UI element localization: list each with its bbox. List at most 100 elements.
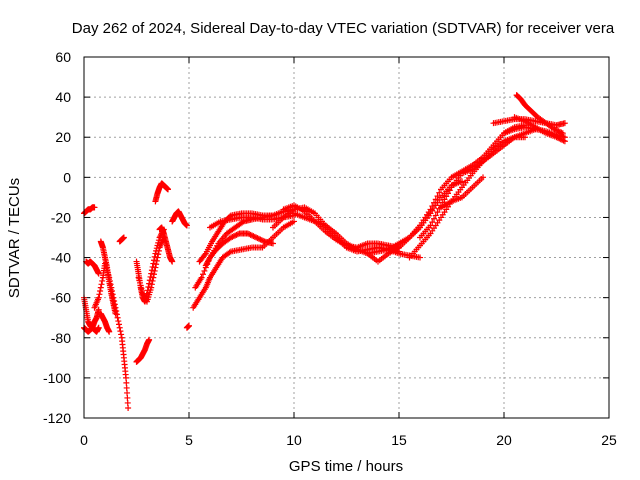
data-point-marker <box>147 273 154 280</box>
data-point-marker <box>138 285 145 292</box>
data-point-marker <box>432 196 439 203</box>
data-point-marker <box>431 215 437 222</box>
data-point-marker <box>201 267 208 274</box>
x-tick-label: 15 <box>391 432 407 448</box>
data-point-marker <box>169 258 176 265</box>
data-point-marker <box>443 193 450 200</box>
data-point-marker <box>135 274 142 281</box>
data-point-marker <box>480 174 486 181</box>
data-point-marker <box>114 314 121 321</box>
data-point-marker <box>434 193 441 200</box>
data-point-marker <box>145 283 152 290</box>
data-point-marker <box>97 284 104 291</box>
data-point-marker <box>146 277 153 284</box>
data-point-marker <box>554 127 561 134</box>
data-point-marker <box>445 190 451 197</box>
data-point-marker <box>431 199 437 206</box>
data-point-marker <box>559 130 566 137</box>
data-point-marker <box>106 328 113 335</box>
data-point-marker <box>151 267 158 274</box>
data-point-marker <box>151 253 158 260</box>
data-point-marker <box>149 263 156 270</box>
data-point-marker <box>97 287 104 294</box>
y-tick-label: -100 <box>43 370 71 386</box>
y-tick-label: -20 <box>51 209 71 225</box>
data-point-marker <box>152 250 159 257</box>
data-point-marker <box>186 322 192 329</box>
data-point-marker <box>125 404 132 411</box>
data-point-marker <box>151 257 157 264</box>
data-point-marker <box>95 306 102 313</box>
data-point-marker <box>183 222 190 229</box>
data-point-marker <box>429 203 436 210</box>
data-point-marker <box>427 206 434 213</box>
data-point-marker <box>148 267 155 274</box>
y-tick-label: -40 <box>51 250 71 266</box>
x-tick-label: 5 <box>185 432 193 448</box>
data-point-marker <box>446 187 453 194</box>
data-point-marker <box>120 234 127 241</box>
data-point-marker <box>117 328 124 335</box>
chart-title: Day 262 of 2024, Sidereal Day-to-day VTE… <box>72 20 615 37</box>
data-point-marker <box>98 281 105 288</box>
data-point-marker <box>226 213 233 220</box>
data-point-marker <box>436 189 443 196</box>
data-point-marker <box>432 212 439 219</box>
x-axis-label: GPS time / hours <box>289 458 403 475</box>
grid-lines <box>84 57 609 418</box>
data-point-marker <box>151 271 157 278</box>
x-tick-label: 20 <box>496 432 512 448</box>
data-point-marker <box>116 321 122 328</box>
plot-frame <box>83 56 610 419</box>
data-point-marker <box>96 291 103 298</box>
data-point-marker <box>146 280 153 287</box>
data-point-marker <box>136 277 143 284</box>
data-point-marker <box>434 209 441 216</box>
data-point-marker <box>116 324 123 331</box>
data-point-marker <box>118 331 125 338</box>
data-point-marker <box>124 394 131 401</box>
data-point-marker <box>152 264 159 271</box>
x-tick-labels: 0 5 10 15 20 25 <box>80 432 617 448</box>
data-point-marker <box>150 274 157 281</box>
y-tick-label: 40 <box>55 89 71 105</box>
y-tick-label: -60 <box>51 290 71 306</box>
data-point-marker <box>459 178 465 185</box>
data-point-marker <box>441 196 448 203</box>
y-tick-label: 60 <box>55 49 71 65</box>
data-point-marker <box>154 254 161 261</box>
data-point-marker <box>137 279 143 286</box>
data-point-marker <box>149 277 156 284</box>
data-points <box>81 92 568 411</box>
x-tick-label: 0 <box>80 432 88 448</box>
y-tick-label: -120 <box>43 410 71 426</box>
data-point-marker <box>165 186 171 193</box>
data-point-marker <box>155 251 162 258</box>
data-point-marker <box>291 218 297 225</box>
data-point-marker <box>115 318 122 325</box>
data-point-marker <box>95 270 102 277</box>
data-point-marker <box>429 219 436 226</box>
data-point-marker <box>561 120 568 127</box>
data-point-marker <box>148 270 155 277</box>
data-point-marker <box>200 271 206 278</box>
data-point-marker <box>270 240 276 247</box>
data-point-marker <box>112 310 119 317</box>
data-point-marker <box>150 260 157 267</box>
y-axis-label: SDTVAR / TECUs <box>6 178 23 298</box>
data-point-marker <box>95 324 102 331</box>
data-point-marker <box>124 389 131 396</box>
data-point-marker <box>139 287 146 294</box>
data-point-marker <box>124 399 131 406</box>
data-point-marker <box>148 284 155 291</box>
y-tick-label: 20 <box>55 129 71 145</box>
x-tick-label: 25 <box>601 432 617 448</box>
y-tick-label: -80 <box>51 330 71 346</box>
data-point-marker <box>123 384 130 391</box>
data-point-marker <box>551 126 558 133</box>
data-point-marker <box>99 277 106 284</box>
data-point-marker <box>417 254 423 261</box>
x-tick-label: 10 <box>286 432 302 448</box>
data-point-marker <box>427 222 434 229</box>
